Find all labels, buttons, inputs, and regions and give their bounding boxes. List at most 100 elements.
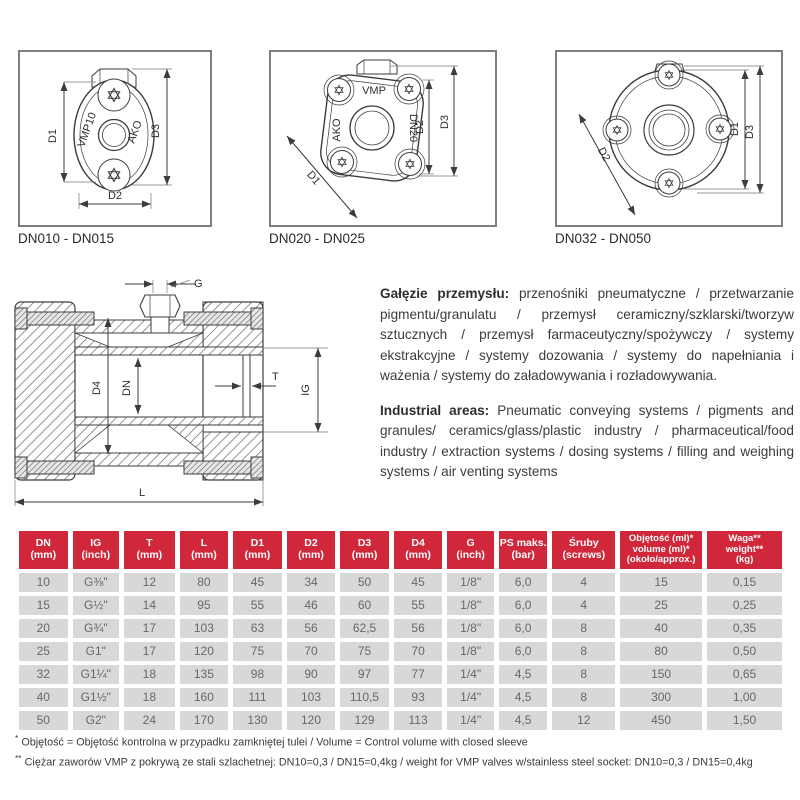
table-cell: 56	[286, 618, 336, 638]
table-cell: 129	[340, 710, 389, 730]
table-cell: 8	[552, 687, 616, 707]
flange-drawing-dn010: VMP10 AKO D1 D3 D2	[18, 50, 212, 227]
table-cell: 40	[19, 687, 68, 707]
sleeve-wall-top	[74, 346, 264, 356]
column-header: IG (inch)	[72, 531, 120, 569]
table-cell: 98	[233, 664, 282, 684]
table-cell: G½"	[72, 595, 120, 615]
table-cell: 450	[620, 710, 703, 730]
table-cell: 6,0	[498, 641, 548, 661]
table-cell: 17	[124, 618, 175, 638]
spec-table: DN (mm) IG (inch) T (mm) L (mm) D1 (mm) D2 (mm) D3 (m…	[14, 527, 787, 734]
table-cell: 75	[233, 641, 282, 661]
column-header: PS maks. (bar)	[498, 531, 548, 569]
dimension-label-g: G	[194, 278, 203, 290]
dimension-label-dn: DN	[121, 380, 133, 396]
table-cell: 20	[19, 618, 68, 638]
dimension-label-d4: D4	[91, 381, 103, 395]
table-cell: 6,0	[498, 572, 548, 592]
table-cell: 103	[286, 687, 336, 707]
screw-top	[97, 78, 131, 112]
flange-drawing-dn020: VMP AKO DN20 D1 D2 D3	[269, 50, 497, 227]
table-cell: G⅜"	[72, 572, 120, 592]
footnote-weight: ** Ciężar zaworów VMP z pokrywą ze stali …	[15, 751, 795, 771]
table-cell: 110,5	[340, 687, 389, 707]
column-header: G (inch)	[447, 531, 494, 569]
drawing-caption-dn032: DN032 - DN050	[555, 231, 652, 246]
table-cell: 0,35	[707, 618, 782, 638]
table-cell: 1,00	[707, 687, 782, 707]
table-row: 25 G1" 17 120 75 70 75 70 1/8" 6,0 8 80 0,50	[19, 641, 782, 661]
table-cell: 0,65	[707, 664, 782, 684]
table-cell: 1/8"	[447, 595, 494, 615]
table-cell: 113	[393, 710, 443, 730]
table-cell: 1/4"	[447, 710, 494, 730]
center-bore	[643, 104, 695, 156]
round-flange-diagram: D2 D1 D3	[578, 60, 764, 216]
dimension-label-d2: D2	[108, 190, 122, 202]
table-cell: 24	[124, 710, 175, 730]
table-row: 40 G1½" 18 160 111 103 110,5 93 1/4" 4,5 8 300 1,00	[19, 687, 782, 707]
vent-screw-stem	[150, 316, 170, 334]
table-cell: 170	[179, 710, 229, 730]
table-cell: 103	[179, 618, 229, 638]
table-cell: 120	[286, 710, 336, 730]
table-cell: 8	[552, 664, 616, 684]
table-cell: 4,5	[498, 710, 548, 730]
table-cell: 60	[340, 595, 389, 615]
table-cell: 0,25	[707, 595, 782, 615]
table-cell: G1¼"	[72, 664, 120, 684]
table-cell: G¾"	[72, 618, 120, 638]
column-header: D2 (mm)	[286, 531, 336, 569]
table-cell: 17	[124, 641, 175, 661]
table-cell: 15	[19, 595, 68, 615]
table-cell: 10	[19, 572, 68, 592]
table-cell: G1"	[72, 641, 120, 661]
industries-lead-pl: Gałęzie przemysłu:	[380, 286, 510, 301]
industries-paragraph-pl: Gałęzie przemysłu: przenośniki pneumatyc…	[380, 284, 794, 387]
table-cell: 0,15	[707, 572, 782, 592]
table-cell: 75	[340, 641, 389, 661]
table-header-row: DN (mm) IG (inch) T (mm) L (mm) D1 (mm) D2 (mm) D3 (m…	[19, 531, 782, 569]
table-cell: 1/4"	[447, 687, 494, 707]
dimension-label-d3: D3	[439, 115, 451, 129]
dimension-label-d1: D1	[729, 122, 741, 136]
table-row: 20 G¾" 17 103 63 56 62,5 56 1/8" 6,0 8 40 0,35	[19, 618, 782, 638]
dimension-label-d1: D1	[304, 169, 322, 187]
footnotes: * Objętość = Objętość kontrolna w przypad…	[15, 731, 795, 770]
table-cell: 130	[233, 710, 282, 730]
table-cell: 55	[233, 595, 282, 615]
column-header: D3 (mm)	[340, 531, 389, 569]
marking-dn20: DN20	[407, 114, 419, 142]
table-cell: 111	[233, 687, 282, 707]
table-row: 15 G½" 14 95 55 46 60 55 1/8" 6,0 4 25 0,25	[19, 595, 782, 615]
table-cell: 1/4"	[447, 664, 494, 684]
table-cell: 15	[620, 572, 703, 592]
table-cell: 150	[620, 664, 703, 684]
table-cell: 95	[179, 595, 229, 615]
vent-screw-nut	[139, 294, 181, 318]
dimension-label-l: L	[139, 487, 145, 499]
table-cell: 18	[124, 664, 175, 684]
dimension-label-t: T	[272, 371, 279, 383]
table-cell: 18	[124, 687, 175, 707]
table-cell: 0,50	[707, 641, 782, 661]
table-cell: 50	[340, 572, 389, 592]
table-cell: 34	[286, 572, 336, 592]
table-cell: 25	[620, 595, 703, 615]
dimension-label-ig: IG	[300, 384, 312, 396]
marking-ako: AKO	[331, 118, 343, 142]
footnote-text: Objętość = Objętość kontrolna w przypadk…	[21, 736, 528, 749]
dimension-label-d3: D3	[744, 125, 756, 139]
column-header: T (mm)	[124, 531, 175, 569]
table-cell: 135	[179, 664, 229, 684]
marking-vmp: VMP	[362, 85, 386, 97]
table-cell: 63	[233, 618, 282, 638]
table-cell: 1,50	[707, 710, 782, 730]
table-cell: 120	[179, 641, 229, 661]
oval-flange-diagram: VMP10 AKO D1 D3 D2	[47, 68, 172, 209]
table-cell: G2"	[72, 710, 120, 730]
table-cell: 300	[620, 687, 703, 707]
flange-drawing-dn032: D2 D1 D3	[555, 50, 783, 227]
